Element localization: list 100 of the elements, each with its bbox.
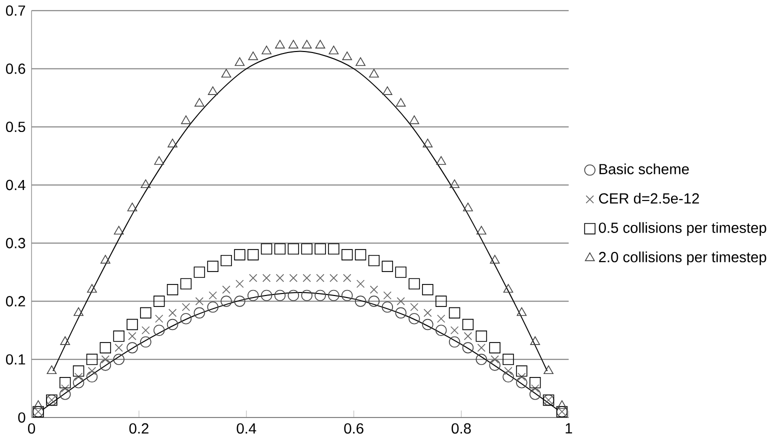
point	[448, 307, 460, 318]
point	[126, 318, 138, 330]
point	[126, 342, 138, 354]
point	[222, 286, 230, 294]
point	[194, 307, 206, 318]
point	[207, 301, 218, 313]
point	[274, 243, 286, 255]
point	[462, 318, 474, 330]
point	[408, 278, 420, 290]
point	[437, 314, 446, 323]
point	[531, 384, 540, 393]
point	[248, 249, 259, 260]
point	[489, 360, 500, 371]
point	[330, 274, 338, 282]
point	[490, 355, 499, 364]
point	[382, 301, 394, 313]
x-tick-label: 0.8	[452, 423, 471, 434]
point	[502, 371, 514, 382]
point	[234, 296, 246, 307]
point	[476, 330, 488, 342]
point	[86, 354, 98, 365]
point	[262, 274, 271, 282]
point	[208, 291, 217, 300]
point	[530, 388, 541, 400]
point	[518, 372, 526, 381]
point	[450, 179, 460, 188]
point	[477, 344, 486, 352]
point	[154, 156, 164, 165]
point	[114, 344, 123, 352]
point	[288, 290, 300, 302]
x-tick-label: 0.4	[236, 423, 256, 434]
point	[342, 290, 353, 302]
point	[155, 314, 164, 323]
point	[395, 307, 406, 318]
point	[260, 243, 272, 255]
y-tick-label: 0.1	[6, 354, 26, 365]
point	[328, 46, 339, 54]
point	[301, 290, 312, 302]
point	[128, 332, 136, 340]
point	[409, 115, 420, 124]
point	[396, 98, 406, 107]
point	[354, 249, 366, 260]
point	[354, 296, 366, 307]
legend-label: 2.0 collisions per timestep	[599, 251, 766, 266]
point	[275, 40, 285, 48]
point	[127, 202, 138, 212]
y-tick-label: 0	[18, 412, 26, 423]
point	[436, 324, 447, 336]
point	[101, 355, 110, 364]
point	[450, 326, 459, 334]
point	[489, 342, 500, 354]
point	[396, 297, 405, 306]
point	[448, 336, 460, 348]
legend-label: 0.5 collisions per timestep	[598, 222, 766, 236]
point	[503, 284, 514, 293]
point	[166, 318, 178, 330]
point	[72, 365, 84, 377]
point	[422, 284, 434, 296]
point	[314, 290, 326, 302]
point	[274, 290, 286, 302]
point	[315, 40, 326, 48]
point	[181, 115, 191, 124]
point	[100, 342, 112, 354]
point	[260, 290, 272, 302]
point	[248, 290, 259, 302]
point	[140, 336, 152, 348]
point	[342, 51, 352, 60]
point	[60, 336, 70, 345]
x-tick-label: 0	[28, 423, 36, 434]
point	[383, 291, 392, 300]
point	[72, 376, 84, 388]
point	[408, 313, 420, 324]
point	[462, 342, 474, 354]
point	[288, 243, 300, 255]
point	[476, 226, 486, 234]
point	[328, 290, 340, 302]
point	[516, 307, 527, 316]
point	[530, 376, 541, 388]
point	[464, 332, 472, 340]
point	[502, 354, 514, 365]
point	[288, 40, 298, 48]
point	[436, 156, 446, 165]
point	[410, 302, 418, 312]
x-tick-label: 1	[566, 423, 572, 434]
point	[220, 254, 232, 266]
point	[220, 296, 232, 307]
point	[221, 68, 232, 78]
point	[368, 296, 380, 307]
point	[302, 40, 312, 48]
point	[180, 313, 192, 324]
point	[314, 243, 326, 255]
line-series	[52, 50, 548, 372]
point	[463, 202, 473, 212]
point	[113, 330, 124, 342]
point	[60, 388, 71, 400]
legend-label: Basic scheme	[600, 163, 689, 174]
point	[369, 68, 379, 78]
y-tick-label: 0.5	[6, 122, 26, 132]
point	[74, 307, 84, 316]
point	[356, 57, 366, 66]
